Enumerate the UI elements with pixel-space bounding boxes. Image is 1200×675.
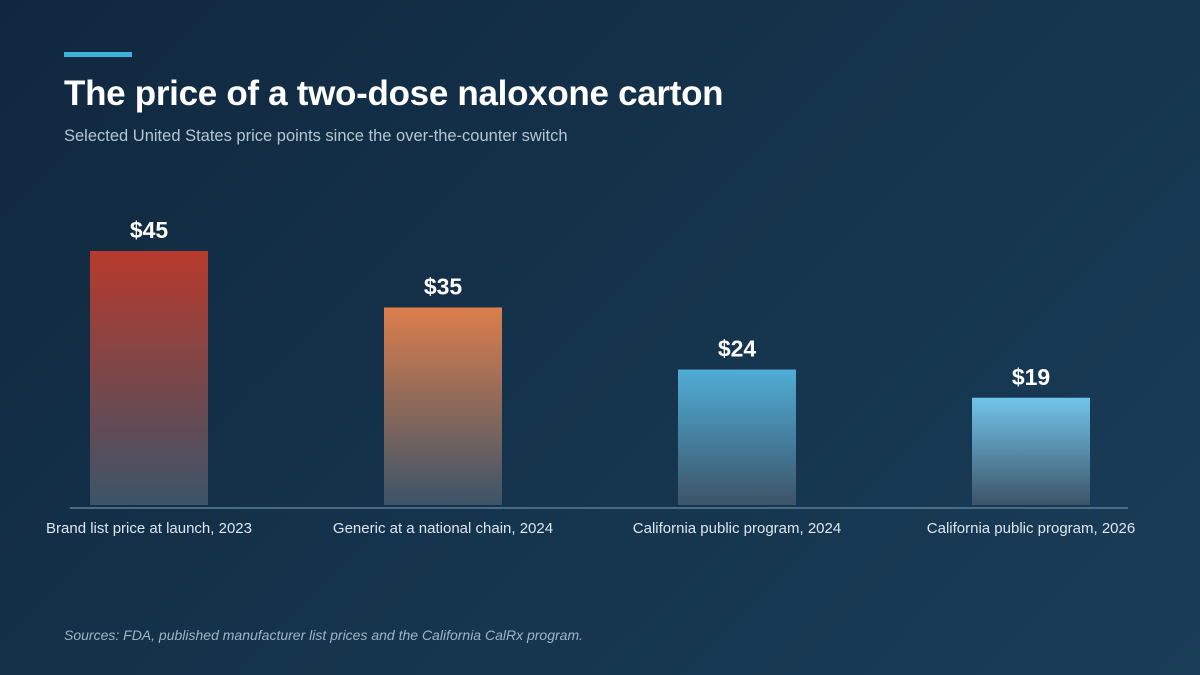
category-label-1: Brand list price at launch, 2023	[46, 520, 252, 537]
chart-subtitle: Selected United States price points sinc…	[64, 127, 568, 145]
bar-1	[90, 251, 208, 505]
bar-3	[678, 369, 796, 505]
bar-value-label-3: $24	[718, 336, 757, 362]
bar-value-label-4: $19	[1012, 364, 1050, 390]
source-note: Sources: FDA, published manufacturer lis…	[64, 627, 584, 643]
category-label-2: Generic at a national chain, 2024	[333, 520, 553, 537]
bar-2	[384, 307, 502, 505]
bar-value-label-1: $45	[130, 217, 169, 243]
bar-4	[972, 397, 1090, 505]
bar-value-label-2: $35	[424, 273, 463, 299]
title-accent-line	[64, 52, 132, 57]
category-label-4: California public program, 2026	[927, 520, 1135, 537]
category-label-3: California public program, 2024	[633, 520, 841, 537]
chart-title: The price of a two-dose naloxone carton	[64, 74, 724, 113]
